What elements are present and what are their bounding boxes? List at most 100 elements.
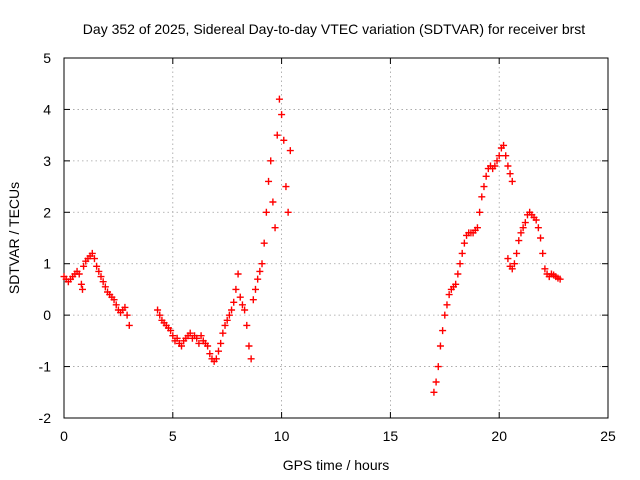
data-point xyxy=(156,311,164,319)
data-point xyxy=(230,298,238,306)
data-point xyxy=(167,327,175,335)
data-point xyxy=(521,219,529,227)
data-point xyxy=(491,162,499,170)
data-point xyxy=(265,177,273,185)
data-point xyxy=(278,111,286,119)
data-point xyxy=(247,355,255,363)
data-point xyxy=(443,301,451,309)
data-point xyxy=(458,249,466,257)
data-point xyxy=(123,311,131,319)
data-point xyxy=(197,332,205,340)
data-point xyxy=(280,136,288,144)
data-point xyxy=(262,208,270,216)
chart-title: Day 352 of 2025, Sidereal Day-to-day VTE… xyxy=(83,21,585,37)
data-point xyxy=(506,170,514,178)
data-point xyxy=(125,321,133,329)
data-point xyxy=(534,224,542,232)
data-point xyxy=(517,229,525,237)
data-point xyxy=(121,303,129,311)
data-point xyxy=(225,311,233,319)
data-point xyxy=(493,157,501,165)
data-point xyxy=(234,270,242,278)
data-point xyxy=(232,285,240,293)
y-tick-label: 4 xyxy=(43,101,51,117)
data-point xyxy=(78,285,86,293)
x-tick-label: 15 xyxy=(383,428,399,444)
data-point xyxy=(101,283,109,291)
x-tick-label: 20 xyxy=(491,428,507,444)
data-point xyxy=(193,334,201,342)
data-point xyxy=(80,262,88,270)
data-point xyxy=(478,193,486,201)
data-point xyxy=(556,275,564,283)
data-point xyxy=(267,157,275,165)
x-tick-label: 25 xyxy=(600,428,616,444)
grid xyxy=(64,58,608,418)
data-point xyxy=(99,278,107,286)
plot-frame xyxy=(63,57,609,419)
y-axis-label: SDTVAR / TECUs xyxy=(6,182,22,294)
data-point xyxy=(223,316,231,324)
data-point xyxy=(436,342,444,350)
data-point xyxy=(236,293,244,301)
data-point xyxy=(88,249,96,257)
data-point xyxy=(502,152,510,160)
data-point xyxy=(212,355,220,363)
y-tick-label: 3 xyxy=(43,153,51,169)
data-point xyxy=(254,275,262,283)
y-tick-label: -1 xyxy=(39,359,52,375)
data-point xyxy=(454,270,462,278)
y-tick-label: 0 xyxy=(43,307,51,323)
data-point xyxy=(434,363,442,371)
x-axis-label: GPS time / hours xyxy=(283,457,390,473)
data-point xyxy=(204,342,212,350)
data-point xyxy=(541,265,549,273)
data-point xyxy=(508,177,516,185)
x-tick-label: 0 xyxy=(60,428,68,444)
data-point xyxy=(495,152,503,160)
y-tick-label: -2 xyxy=(39,410,52,426)
data-point xyxy=(432,378,440,386)
data-point xyxy=(269,198,277,206)
data-point xyxy=(515,237,523,245)
data-point xyxy=(97,273,105,281)
y-tick-label: 2 xyxy=(43,204,51,220)
data-point xyxy=(93,262,101,270)
data-point xyxy=(282,183,290,191)
data-point xyxy=(256,267,264,275)
data-point xyxy=(473,224,481,232)
data-point xyxy=(228,306,236,314)
data-point xyxy=(539,249,547,257)
data-point xyxy=(75,270,83,278)
data-point xyxy=(243,321,251,329)
data-point xyxy=(219,329,227,337)
y-tick-label: 1 xyxy=(43,256,51,272)
data-point xyxy=(504,255,512,263)
data-point xyxy=(258,260,266,268)
data-point xyxy=(173,334,181,342)
data-point xyxy=(275,95,283,103)
data-point xyxy=(286,147,294,155)
data-point xyxy=(112,301,120,309)
data-point xyxy=(510,260,518,268)
data-point xyxy=(251,285,259,293)
data-point xyxy=(482,172,490,180)
data-point xyxy=(452,280,460,288)
data-point xyxy=(245,342,253,350)
data-point xyxy=(273,131,281,139)
data-point xyxy=(456,260,464,268)
data-point xyxy=(508,265,516,273)
data-point xyxy=(249,296,257,304)
data-point xyxy=(500,141,508,149)
data-point xyxy=(439,327,447,335)
data-point xyxy=(186,329,194,337)
data-point xyxy=(206,350,214,358)
data-point xyxy=(77,280,85,288)
x-tick-label: 10 xyxy=(274,428,290,444)
data-point xyxy=(537,234,545,242)
data-point xyxy=(476,208,484,216)
data-point xyxy=(241,306,249,314)
data-point xyxy=(532,216,540,224)
